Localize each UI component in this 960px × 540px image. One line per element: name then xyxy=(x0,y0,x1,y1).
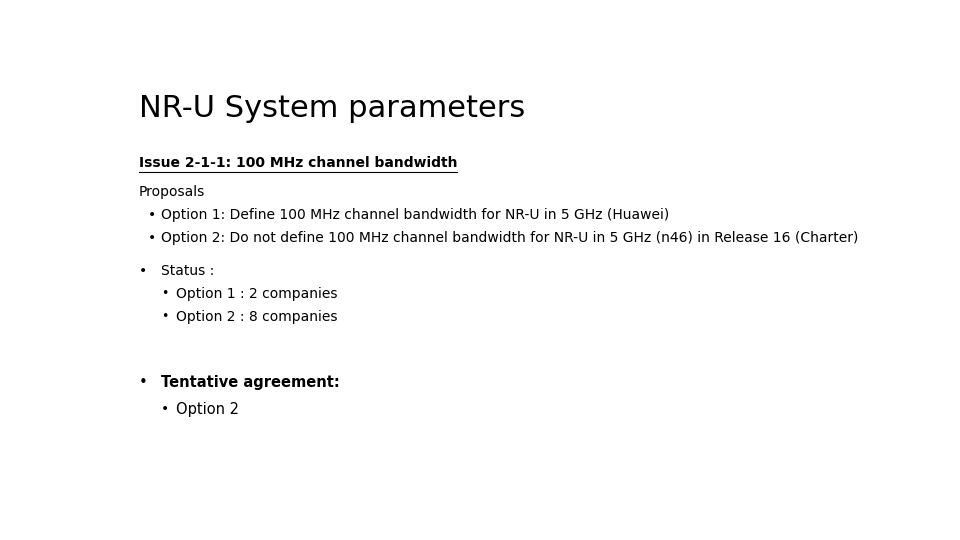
Text: Option 2: Do not define 100 MHz channel bandwidth for NR-U in 5 GHz (n46) in Rel: Option 2: Do not define 100 MHz channel … xyxy=(161,231,858,245)
Text: Proposals: Proposals xyxy=(138,185,204,199)
Text: •: • xyxy=(161,287,168,300)
Text: NR-U System parameters: NR-U System parameters xyxy=(138,94,525,123)
Text: Status :: Status : xyxy=(161,265,214,279)
Text: Option 1 : 2 companies: Option 1 : 2 companies xyxy=(176,287,337,301)
Text: •: • xyxy=(148,208,156,222)
Text: •: • xyxy=(161,402,169,416)
Text: •: • xyxy=(148,231,156,245)
Text: Option 1: Define 100 MHz channel bandwidth for NR-U in 5 GHz (Huawei): Option 1: Define 100 MHz channel bandwid… xyxy=(161,208,669,222)
Text: Tentative agreement:: Tentative agreement: xyxy=(161,375,340,389)
Text: •: • xyxy=(161,310,168,323)
Text: Option 2 : 8 companies: Option 2 : 8 companies xyxy=(176,310,337,324)
Text: •: • xyxy=(138,265,147,279)
Text: •: • xyxy=(138,375,147,389)
Text: Issue 2-1-1: 100 MHz channel bandwidth: Issue 2-1-1: 100 MHz channel bandwidth xyxy=(138,156,457,170)
Text: Option 2: Option 2 xyxy=(176,402,239,416)
